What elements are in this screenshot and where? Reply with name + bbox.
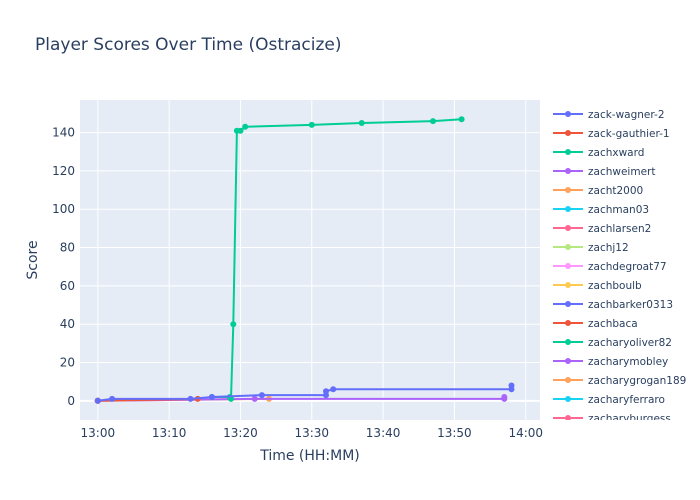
series-zack-wagner-2: [94, 382, 515, 404]
x-tick-label: 13:50: [437, 426, 472, 440]
legend-swatch-marker: [565, 320, 571, 326]
legend-label: zacharyferraro: [588, 394, 665, 406]
legend-label: zacht2000: [588, 185, 643, 197]
legend-item[interactable]: zacharyoliver82: [553, 337, 672, 349]
legend-label: zachxward: [588, 147, 644, 159]
legend-item[interactable]: zacharyferraro: [553, 394, 665, 406]
legend-item[interactable]: zachbarker0313: [553, 299, 673, 311]
legend-item[interactable]: zachman03: [553, 204, 649, 216]
legend-label: zacharyoliver82: [588, 337, 672, 349]
y-axis-label: Score: [25, 240, 41, 279]
legend-swatch-marker: [565, 263, 571, 269]
legend-swatch-marker: [565, 149, 571, 155]
legend-swatch-marker: [565, 111, 571, 117]
data-point: [251, 395, 258, 402]
data-point: [458, 116, 465, 123]
x-tick-label: 14:00: [508, 426, 543, 440]
grid-lines: [80, 100, 540, 420]
data-point: [258, 392, 265, 399]
legend-label: zachbaca: [588, 318, 638, 330]
legend-label: zachweimert: [588, 166, 655, 178]
legend-label: zachboulb: [588, 280, 642, 292]
x-tick-label: 13:40: [366, 426, 401, 440]
data-point: [330, 386, 337, 393]
legend-swatch-marker: [565, 225, 571, 231]
legend-item[interactable]: zachbaca: [553, 318, 638, 330]
y-tick-label: 120: [52, 164, 75, 178]
series-layer: [94, 116, 515, 404]
data-point: [187, 395, 194, 402]
legend-swatch-marker: [565, 415, 571, 420]
y-axis-ticks: 0 20 40 60 80 100 120 140: [52, 126, 75, 408]
legend-item[interactable]: zachboulb: [553, 280, 642, 292]
x-axis-label: Time (HH:MM): [259, 448, 360, 464]
data-point: [208, 394, 215, 400]
legend-item[interactable]: zachdegroat77: [553, 261, 667, 273]
legend[interactable]: zack-wagner-2 zack-gauthier-1 zachxward zac…: [553, 109, 686, 425]
legend-item[interactable]: zachxward: [553, 147, 644, 159]
legend-swatch-marker: [565, 358, 571, 364]
legend-label: zachdegroat77: [588, 261, 667, 273]
data-point: [109, 395, 116, 402]
data-point: [230, 321, 237, 328]
legend-swatch-marker: [565, 168, 571, 174]
legend-item[interactable]: zack-wagner-2: [553, 109, 665, 121]
data-point: [94, 397, 101, 404]
legend-swatch-marker: [565, 130, 571, 136]
y-tick-label: 40: [60, 317, 75, 331]
legend-swatch-marker: [565, 339, 571, 345]
legend-label: zachlarsen2: [588, 223, 651, 235]
data-point: [237, 127, 244, 134]
legend-label: zacharymobley: [588, 356, 668, 368]
series-line: [97, 385, 513, 402]
legend-swatch-marker: [565, 396, 571, 402]
legend-swatch-marker: [565, 244, 571, 250]
legend-label: zachj12: [588, 242, 629, 254]
data-point: [323, 388, 329, 395]
data-point: [358, 120, 365, 126]
legend-item[interactable]: zachlarsen2: [553, 223, 651, 235]
y-tick-label: 20: [60, 356, 75, 370]
legend-item[interactable]: zachweimert: [553, 166, 655, 178]
chart-title: Player Scores Over Time (Ostracize): [35, 35, 342, 55]
data-point: [242, 123, 249, 130]
legend-label: zack-wagner-2: [588, 109, 665, 121]
legend-label: zack-gauthier-1: [588, 128, 670, 140]
y-tick-label: 140: [52, 126, 75, 140]
legend-item[interactable]: zacharymobley: [553, 356, 668, 368]
legend-item[interactable]: zacharyburgess: [553, 413, 671, 425]
x-tick-label: 13:00: [81, 426, 116, 440]
legend-label: zacharyburgess: [588, 413, 671, 425]
data-point: [430, 118, 436, 125]
legend-item[interactable]: zacht2000: [553, 185, 643, 197]
legend-item[interactable]: zack-gauthier-1: [553, 128, 670, 140]
x-tick-label: 13:30: [294, 426, 329, 440]
data-point: [308, 121, 315, 128]
plot-area: [80, 100, 540, 420]
y-tick-label: 100: [52, 202, 75, 216]
legend-label: zachbarker0313: [588, 299, 673, 311]
legend-swatch-marker: [565, 282, 571, 288]
x-axis-ticks: 13:00 13:10 13:20 13:30 13:40 13:50 14:00: [81, 426, 544, 440]
y-tick-label: 60: [60, 279, 75, 293]
legend-label: zacharygrogan189: [588, 375, 686, 387]
data-point: [501, 394, 508, 400]
y-tick-label: 80: [60, 241, 75, 255]
data-point: [228, 395, 234, 402]
x-tick-label: 13:10: [152, 426, 187, 440]
legend-swatch-marker: [565, 377, 571, 383]
x-tick-label: 13:20: [223, 426, 258, 440]
data-point: [508, 382, 515, 389]
y-tick-label: 0: [67, 394, 75, 408]
legend-item[interactable]: zachj12: [553, 242, 629, 254]
legend-label: zachman03: [588, 204, 649, 216]
legend-swatch-marker: [565, 206, 571, 212]
legend-swatch-marker: [565, 301, 571, 307]
legend-items: zack-wagner-2 zack-gauthier-1 zachxward zac…: [553, 109, 686, 425]
legend-swatch-marker: [565, 187, 571, 193]
legend-item[interactable]: zacharygrogan189: [553, 375, 686, 387]
